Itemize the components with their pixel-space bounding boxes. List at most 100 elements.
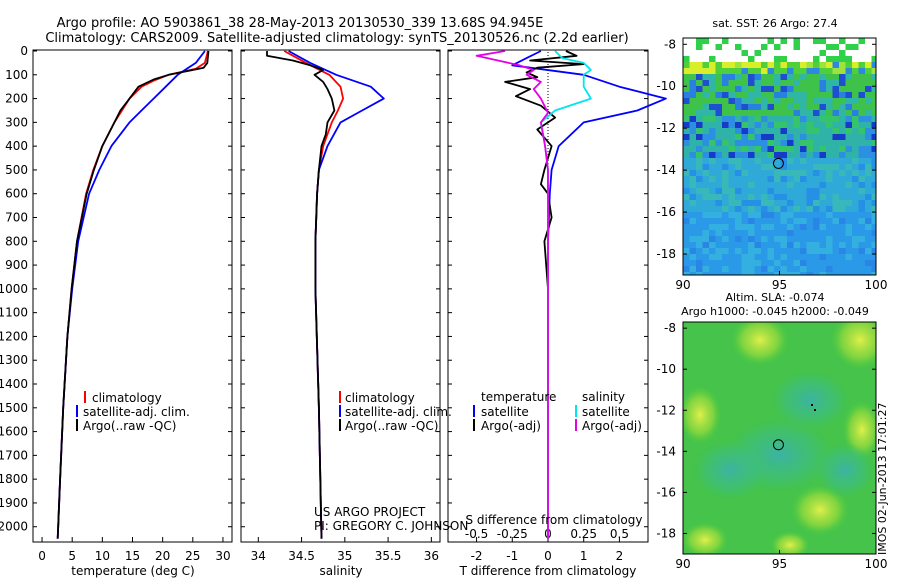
sst-cell: [787, 116, 794, 123]
sst-cell: [845, 98, 853, 105]
sst-cell: [845, 272, 853, 275]
sst-cell: [858, 182, 866, 189]
sst-cell: [715, 56, 723, 63]
sst-cell: [832, 50, 840, 57]
sst-cell: [826, 242, 833, 249]
sst-cell: [793, 104, 801, 111]
sst-cell: [813, 122, 820, 129]
sst-cell: [852, 218, 859, 225]
sst-cell: [715, 188, 723, 195]
sst-cell: [819, 260, 827, 267]
sst-cell: [715, 230, 723, 237]
sst-cell: [741, 242, 749, 249]
sst-cell: [813, 116, 820, 123]
sst-cell: [826, 140, 833, 147]
sst-cell: [845, 248, 853, 255]
sst-cell: [761, 62, 768, 69]
sst-cell: [845, 260, 853, 267]
sst-cell: [715, 98, 723, 105]
sst-cell: [702, 158, 710, 165]
sst-cell: [709, 122, 716, 129]
sst-cell: [839, 50, 846, 57]
sst-cell: [780, 194, 788, 201]
sst-cell: [806, 194, 814, 201]
sst-cell: [852, 272, 859, 275]
sst-cell: [709, 188, 716, 195]
sst-cell: [696, 98, 703, 105]
salinity-difference-axis: -0.5 -0.25 0 0.25 0.5: [465, 527, 629, 541]
sst-cell: [858, 152, 866, 159]
sst-cell: [852, 152, 859, 159]
sst-cell: [806, 260, 814, 267]
sst-cell: [871, 218, 876, 225]
sst-cell: [683, 236, 690, 243]
sst-cell: [865, 212, 872, 219]
sst-cell: [839, 194, 846, 201]
sst-cell: [839, 200, 846, 207]
lat-tick-label: -8: [664, 321, 676, 335]
legend-temp-satellite: satellite: [481, 405, 529, 419]
sst-cell: [696, 74, 703, 81]
sst-cell: [774, 62, 781, 69]
sst-cell: [767, 104, 775, 111]
sst-cell: [741, 272, 749, 275]
sst-cell: [709, 62, 716, 69]
sst-cell: [735, 116, 742, 123]
temperature-series: [56, 50, 210, 539]
sst-cell: [709, 206, 716, 213]
sst-cell: [793, 176, 801, 183]
sst-cell: [852, 128, 859, 135]
sst-cell: [832, 266, 840, 273]
sst-cell: [806, 218, 814, 225]
sst-cell: [767, 92, 775, 99]
sst-cell: [709, 146, 716, 153]
sst-cell: [819, 140, 827, 147]
sst-cell: [709, 44, 716, 51]
sst-cell: [813, 188, 820, 195]
sst-cell: [761, 110, 768, 117]
sst-cell: [787, 68, 794, 75]
sst-cell: [826, 212, 833, 219]
x-tick-label: 34.5: [288, 549, 315, 563]
sst-cell: [735, 176, 742, 183]
sst-cell: [715, 110, 723, 117]
sst-cell: [722, 158, 729, 165]
sst-cell: [800, 62, 807, 69]
sst-cell: [826, 152, 833, 159]
sst-cell: [735, 272, 742, 275]
sst-cell: [709, 74, 716, 81]
sst-cell: [780, 164, 788, 171]
sst-cell: [741, 80, 749, 87]
sst-cell: [852, 122, 859, 129]
sst-cell: [780, 212, 788, 219]
sst-cell: [774, 56, 781, 63]
sst-cell: [871, 122, 876, 129]
sst-cell: [735, 170, 742, 177]
sst-cell: [761, 260, 768, 267]
sst-cell: [715, 74, 723, 81]
sst-cell: [767, 212, 775, 219]
sst-cell: [774, 236, 781, 243]
argo-float-marker: [772, 157, 784, 169]
sst-cell: [806, 176, 814, 183]
sst-cell: [683, 110, 690, 117]
sst-cell: [865, 242, 872, 249]
sst-cell: [741, 74, 749, 81]
argo-float-marker: [772, 439, 784, 451]
sst-cell: [858, 242, 866, 249]
sst-cell: [702, 152, 710, 159]
sst-cell: [839, 212, 846, 219]
sst-cell: [754, 110, 762, 117]
sst-cell: [722, 44, 729, 51]
sst-cell: [826, 98, 833, 105]
sst-cell: [709, 152, 716, 159]
difference-series: [475, 50, 667, 539]
sst-cell: [741, 128, 749, 135]
sst-cell: [813, 110, 820, 117]
sst-cell: [709, 68, 716, 75]
sst-cell: [852, 74, 859, 81]
sst-cell: [689, 44, 697, 51]
legend-argo-raw: Argo(..raw -QC): [345, 419, 438, 433]
sst-cell: [728, 176, 736, 183]
sst-cell: [806, 50, 814, 57]
